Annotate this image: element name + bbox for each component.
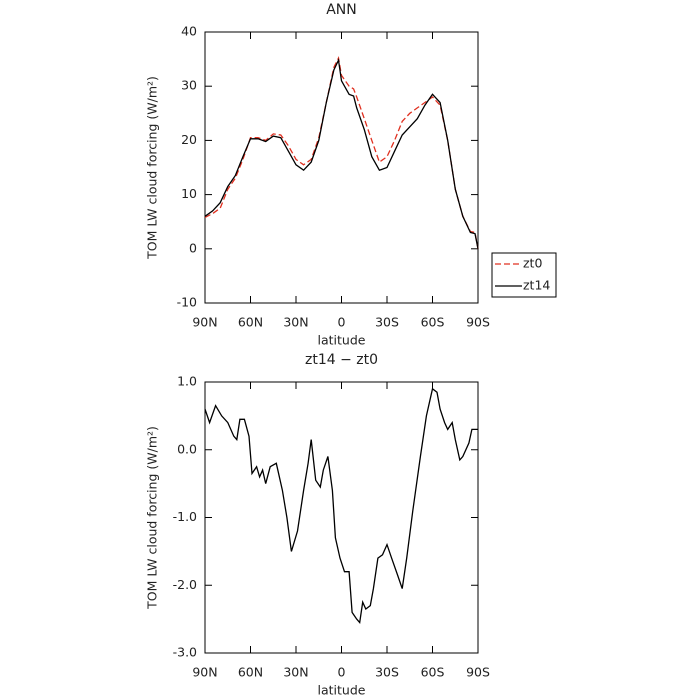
x-tick-label: 30N [283, 315, 308, 330]
x-tick-label: 90N [192, 665, 217, 680]
y-tick-label: 30 [181, 78, 197, 93]
x-axis-label: latitude [318, 683, 366, 698]
y-tick-label: 40 [181, 24, 197, 39]
legend-label: zt14 [523, 278, 550, 293]
legend-label: zt0 [523, 256, 542, 271]
x-tick-label: 30N [283, 665, 308, 680]
legend-frame [491, 252, 557, 298]
x-tick-label: 30S [375, 315, 399, 330]
data-line [204, 57, 479, 249]
x-tick-label: 90S [466, 315, 490, 330]
y-tick-label: -2.0 [173, 577, 197, 592]
plot-frame [204, 381, 479, 654]
y-tick-label: 0 [189, 240, 197, 255]
data-line [204, 387, 478, 624]
y-tick-label: -10 [177, 295, 197, 310]
y-tick-label: 0.0 [177, 441, 197, 456]
x-tick-label: 0 [338, 665, 346, 680]
y-tick-label: 20 [181, 132, 197, 147]
x-tick-label: 0 [338, 315, 346, 330]
plot-frame [204, 31, 479, 304]
y-tick-label: -3.0 [173, 645, 197, 660]
y-axis-label: TOM LW cloud forcing (W/m²) [145, 76, 160, 260]
x-tick-label: 90N [192, 315, 217, 330]
x-tick-label: 90S [466, 665, 490, 680]
y-tick-label: -1.0 [173, 509, 197, 524]
y-tick-label: 10 [181, 186, 197, 201]
y-tick-label: 1.0 [177, 374, 197, 389]
data-line [204, 55, 479, 249]
chart-title: zt14 − zt0 [305, 352, 378, 368]
y-axis-label: TOM LW cloud forcing (W/m²) [145, 426, 160, 610]
x-tick-label: 60N [238, 315, 263, 330]
x-tick-label: 60S [421, 315, 445, 330]
chart-title: ANN [326, 2, 357, 18]
x-tick-label: 30S [375, 665, 399, 680]
x-tick-label: 60N [238, 665, 263, 680]
x-tick-label: 60S [421, 665, 445, 680]
x-axis-label: latitude [318, 333, 366, 348]
